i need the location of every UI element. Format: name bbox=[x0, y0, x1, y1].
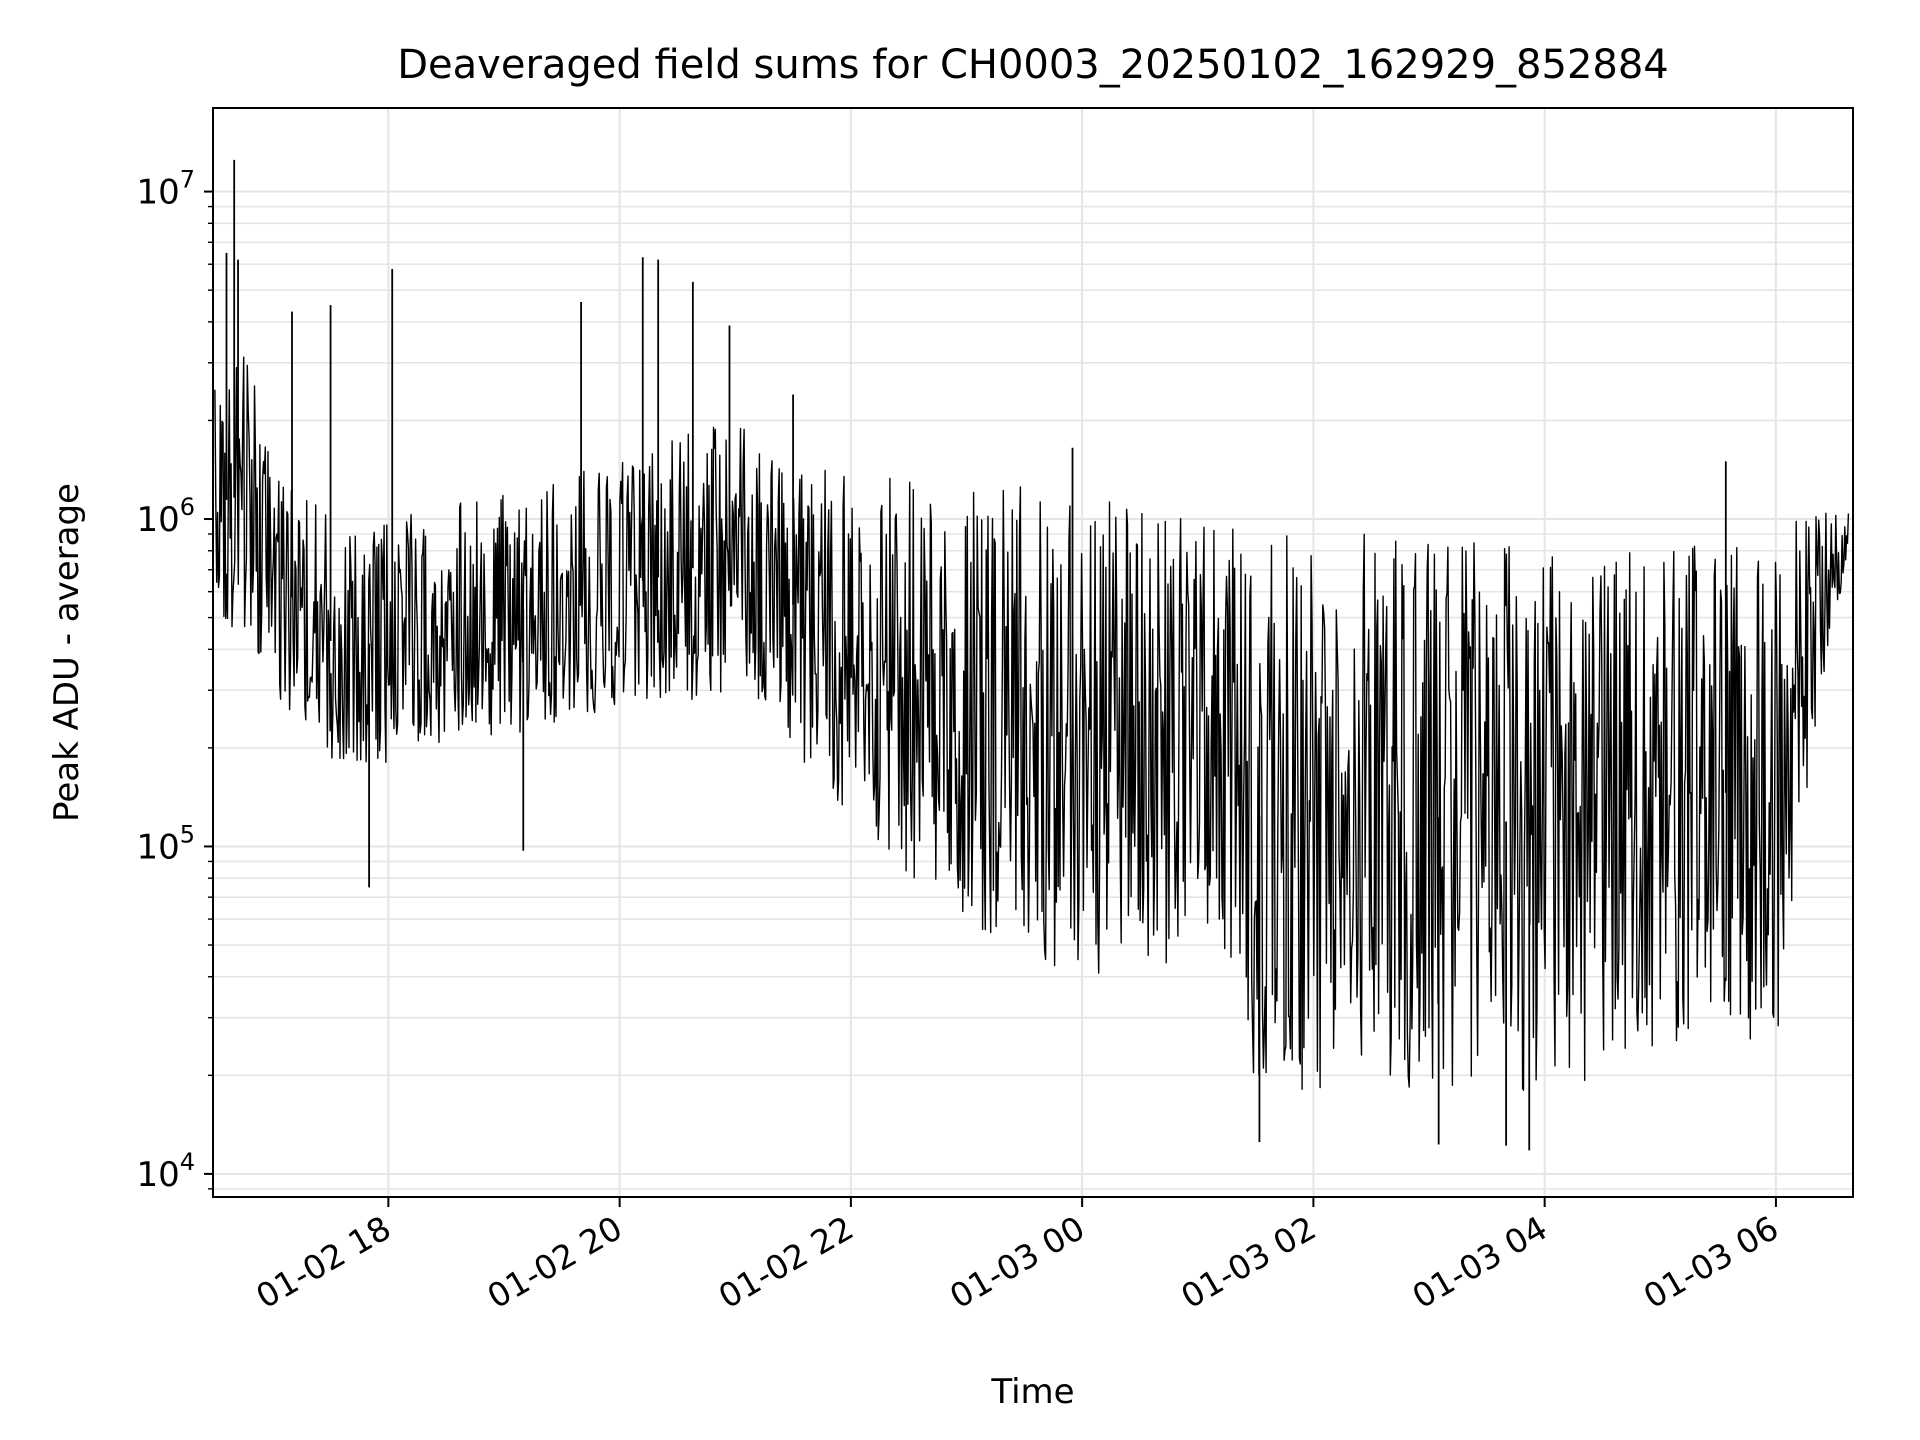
chart-title: Deaveraged field sums for CH0003_2025010… bbox=[397, 42, 1669, 88]
plot-frame bbox=[212, 107, 1854, 1198]
y-tick-label-exponent: 4 bbox=[180, 1148, 195, 1176]
y-tick-label-exponent: 5 bbox=[180, 820, 195, 848]
y-tick-label: 107 bbox=[136, 166, 195, 213]
y-tick-label-base: 10 bbox=[136, 1155, 179, 1195]
series-line bbox=[214, 356, 1850, 1091]
y-tick-label-base: 10 bbox=[136, 173, 179, 213]
y-tick-label-base: 10 bbox=[136, 827, 179, 867]
x-tick-label: 01-02 20 bbox=[481, 1208, 629, 1316]
x-axis-label: Time bbox=[990, 1372, 1074, 1412]
grid-layer bbox=[213, 108, 1853, 1197]
x-tick-label: 01-03 06 bbox=[1637, 1208, 1785, 1316]
y-tick-label-exponent: 6 bbox=[180, 493, 195, 521]
y-axis-label: Peak ADU - average bbox=[47, 483, 87, 822]
y-tick-label: 106 bbox=[136, 493, 195, 540]
y-tick-label-exponent: 7 bbox=[180, 166, 195, 194]
y-tick-label: 105 bbox=[136, 820, 195, 867]
x-tick-label: 01-03 04 bbox=[1406, 1208, 1554, 1316]
y-tick-label-base: 10 bbox=[136, 500, 179, 540]
x-tick-label: 01-02 22 bbox=[712, 1208, 860, 1316]
y-tick-label: 104 bbox=[136, 1148, 195, 1195]
x-tick-label: 01-03 00 bbox=[943, 1208, 1091, 1316]
x-tick-label: 01-03 02 bbox=[1174, 1208, 1322, 1316]
data-layer bbox=[214, 159, 1850, 1151]
x-tick-label: 01-02 18 bbox=[249, 1208, 397, 1316]
